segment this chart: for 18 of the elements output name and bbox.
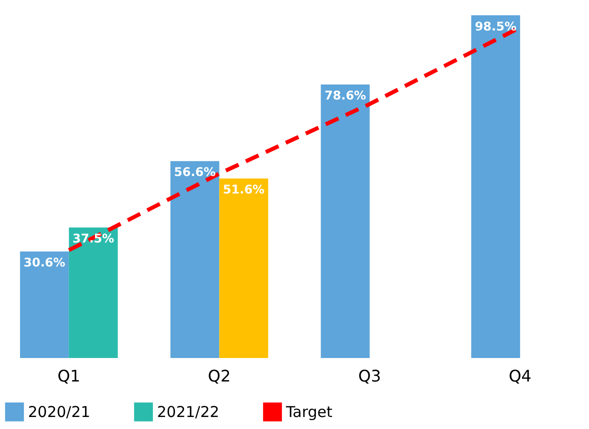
bar	[170, 161, 220, 358]
bar	[68, 228, 118, 358]
bar	[320, 84, 370, 358]
x-tick-label: Q3	[358, 366, 382, 386]
legend-label: Target	[285, 402, 333, 421]
data-label: 56.6%	[174, 165, 216, 180]
legend-label: 2021/22	[157, 402, 220, 421]
data-label: 30.6%	[24, 256, 66, 270]
legend-label: 2020/21	[28, 402, 90, 421]
bar	[219, 178, 268, 358]
x-tick-label: Q2	[208, 366, 231, 386]
data-label: 78.6%	[324, 88, 366, 103]
data-label: 98.5%	[474, 19, 516, 34]
bar	[471, 15, 520, 358]
data-label: 51.6%	[222, 182, 265, 196]
x-tick-label: Q1	[58, 366, 80, 386]
x-tick-label: Q4	[508, 366, 532, 386]
bar	[20, 252, 69, 358]
